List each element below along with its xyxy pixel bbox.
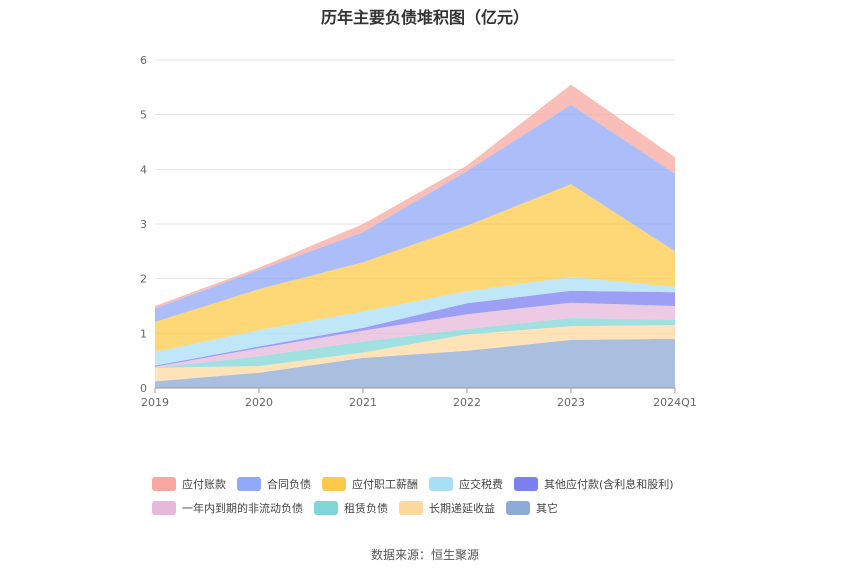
x-tick-label: 2021	[349, 396, 377, 409]
x-tick-label: 2023	[557, 396, 585, 409]
y-tick-label: 4	[140, 163, 147, 176]
area-series-4	[155, 290, 675, 367]
area-series-6	[155, 184, 675, 352]
legend-item[interactable]: 应交税费	[429, 476, 503, 492]
data-source-note: 数据来源：恒生聚源	[370, 548, 479, 562]
axes: 0 1 2 3 4 5 6 2019 2020 2021 2022 2023 2024Q1	[140, 54, 697, 409]
y-tick-label: 2	[140, 273, 147, 286]
legend-swatch	[314, 501, 338, 515]
legend-row: 应付账款 合同负债 应付职工薪酬 应交税费 其他应付款(含利息和股利)	[152, 472, 752, 496]
legend-label: 长期递延收益	[429, 502, 495, 515]
legend-item[interactable]: 其它	[506, 500, 558, 516]
area-series-1	[155, 325, 675, 382]
legend-label: 应交税费	[459, 478, 503, 491]
y-tick-label: 0	[140, 382, 147, 395]
legend-swatch	[237, 477, 261, 491]
legend-swatch	[399, 501, 423, 515]
legend-item[interactable]: 应付账款	[152, 476, 226, 492]
area-series-5	[155, 277, 675, 366]
y-tick-label: 5	[140, 109, 147, 122]
legend-label: 租赁负债	[344, 502, 388, 515]
legend-swatch	[152, 501, 176, 515]
legend-item[interactable]: 其他应付款(含利息和股利)	[514, 476, 674, 492]
legend-item[interactable]: 应付职工薪酬	[322, 476, 418, 492]
legend-item[interactable]: 长期递延收益	[399, 500, 495, 516]
stacked-areas	[155, 84, 675, 388]
legend-row: 一年内到期的非流动负债 租赁负债 长期递延收益 其它	[152, 496, 752, 520]
legend-item[interactable]: 合同负债	[237, 476, 311, 492]
legend: 应付账款 合同负债 应付职工薪酬 应交税费 其他应付款(含利息和股利) 一年内到期的非流动…	[152, 472, 752, 520]
legend-swatch	[429, 477, 453, 491]
area-series-8	[155, 84, 675, 309]
legend-label: 其他应付款(含利息和股利)	[544, 478, 674, 491]
area-series-2	[155, 318, 675, 368]
x-tick-label: 2024Q1	[653, 396, 697, 409]
chart-title: 历年主要负债堆积图（亿元）	[320, 8, 529, 27]
x-tick-label: 2022	[453, 396, 481, 409]
legend-swatch	[514, 477, 538, 491]
x-tick-label: 2020	[245, 396, 273, 409]
legend-label: 一年内到期的非流动负债	[182, 502, 303, 515]
x-tick-label: 2019	[141, 396, 169, 409]
legend-label: 应付账款	[182, 478, 226, 491]
y-tick-label: 6	[140, 54, 147, 67]
legend-swatch	[506, 501, 530, 515]
legend-item[interactable]: 租赁负债	[314, 500, 388, 516]
area-series-7	[155, 104, 675, 322]
legend-label: 合同负债	[267, 478, 311, 491]
legend-swatch	[152, 477, 176, 491]
y-tick-label: 1	[140, 327, 147, 340]
legend-swatch	[322, 477, 346, 491]
area-series-0	[155, 338, 675, 388]
area-series-3	[155, 302, 675, 368]
legend-item[interactable]: 一年内到期的非流动负债	[152, 500, 303, 516]
legend-label: 应付职工薪酬	[352, 478, 418, 491]
legend-label: 其它	[536, 502, 558, 515]
y-tick-label: 3	[140, 218, 147, 231]
